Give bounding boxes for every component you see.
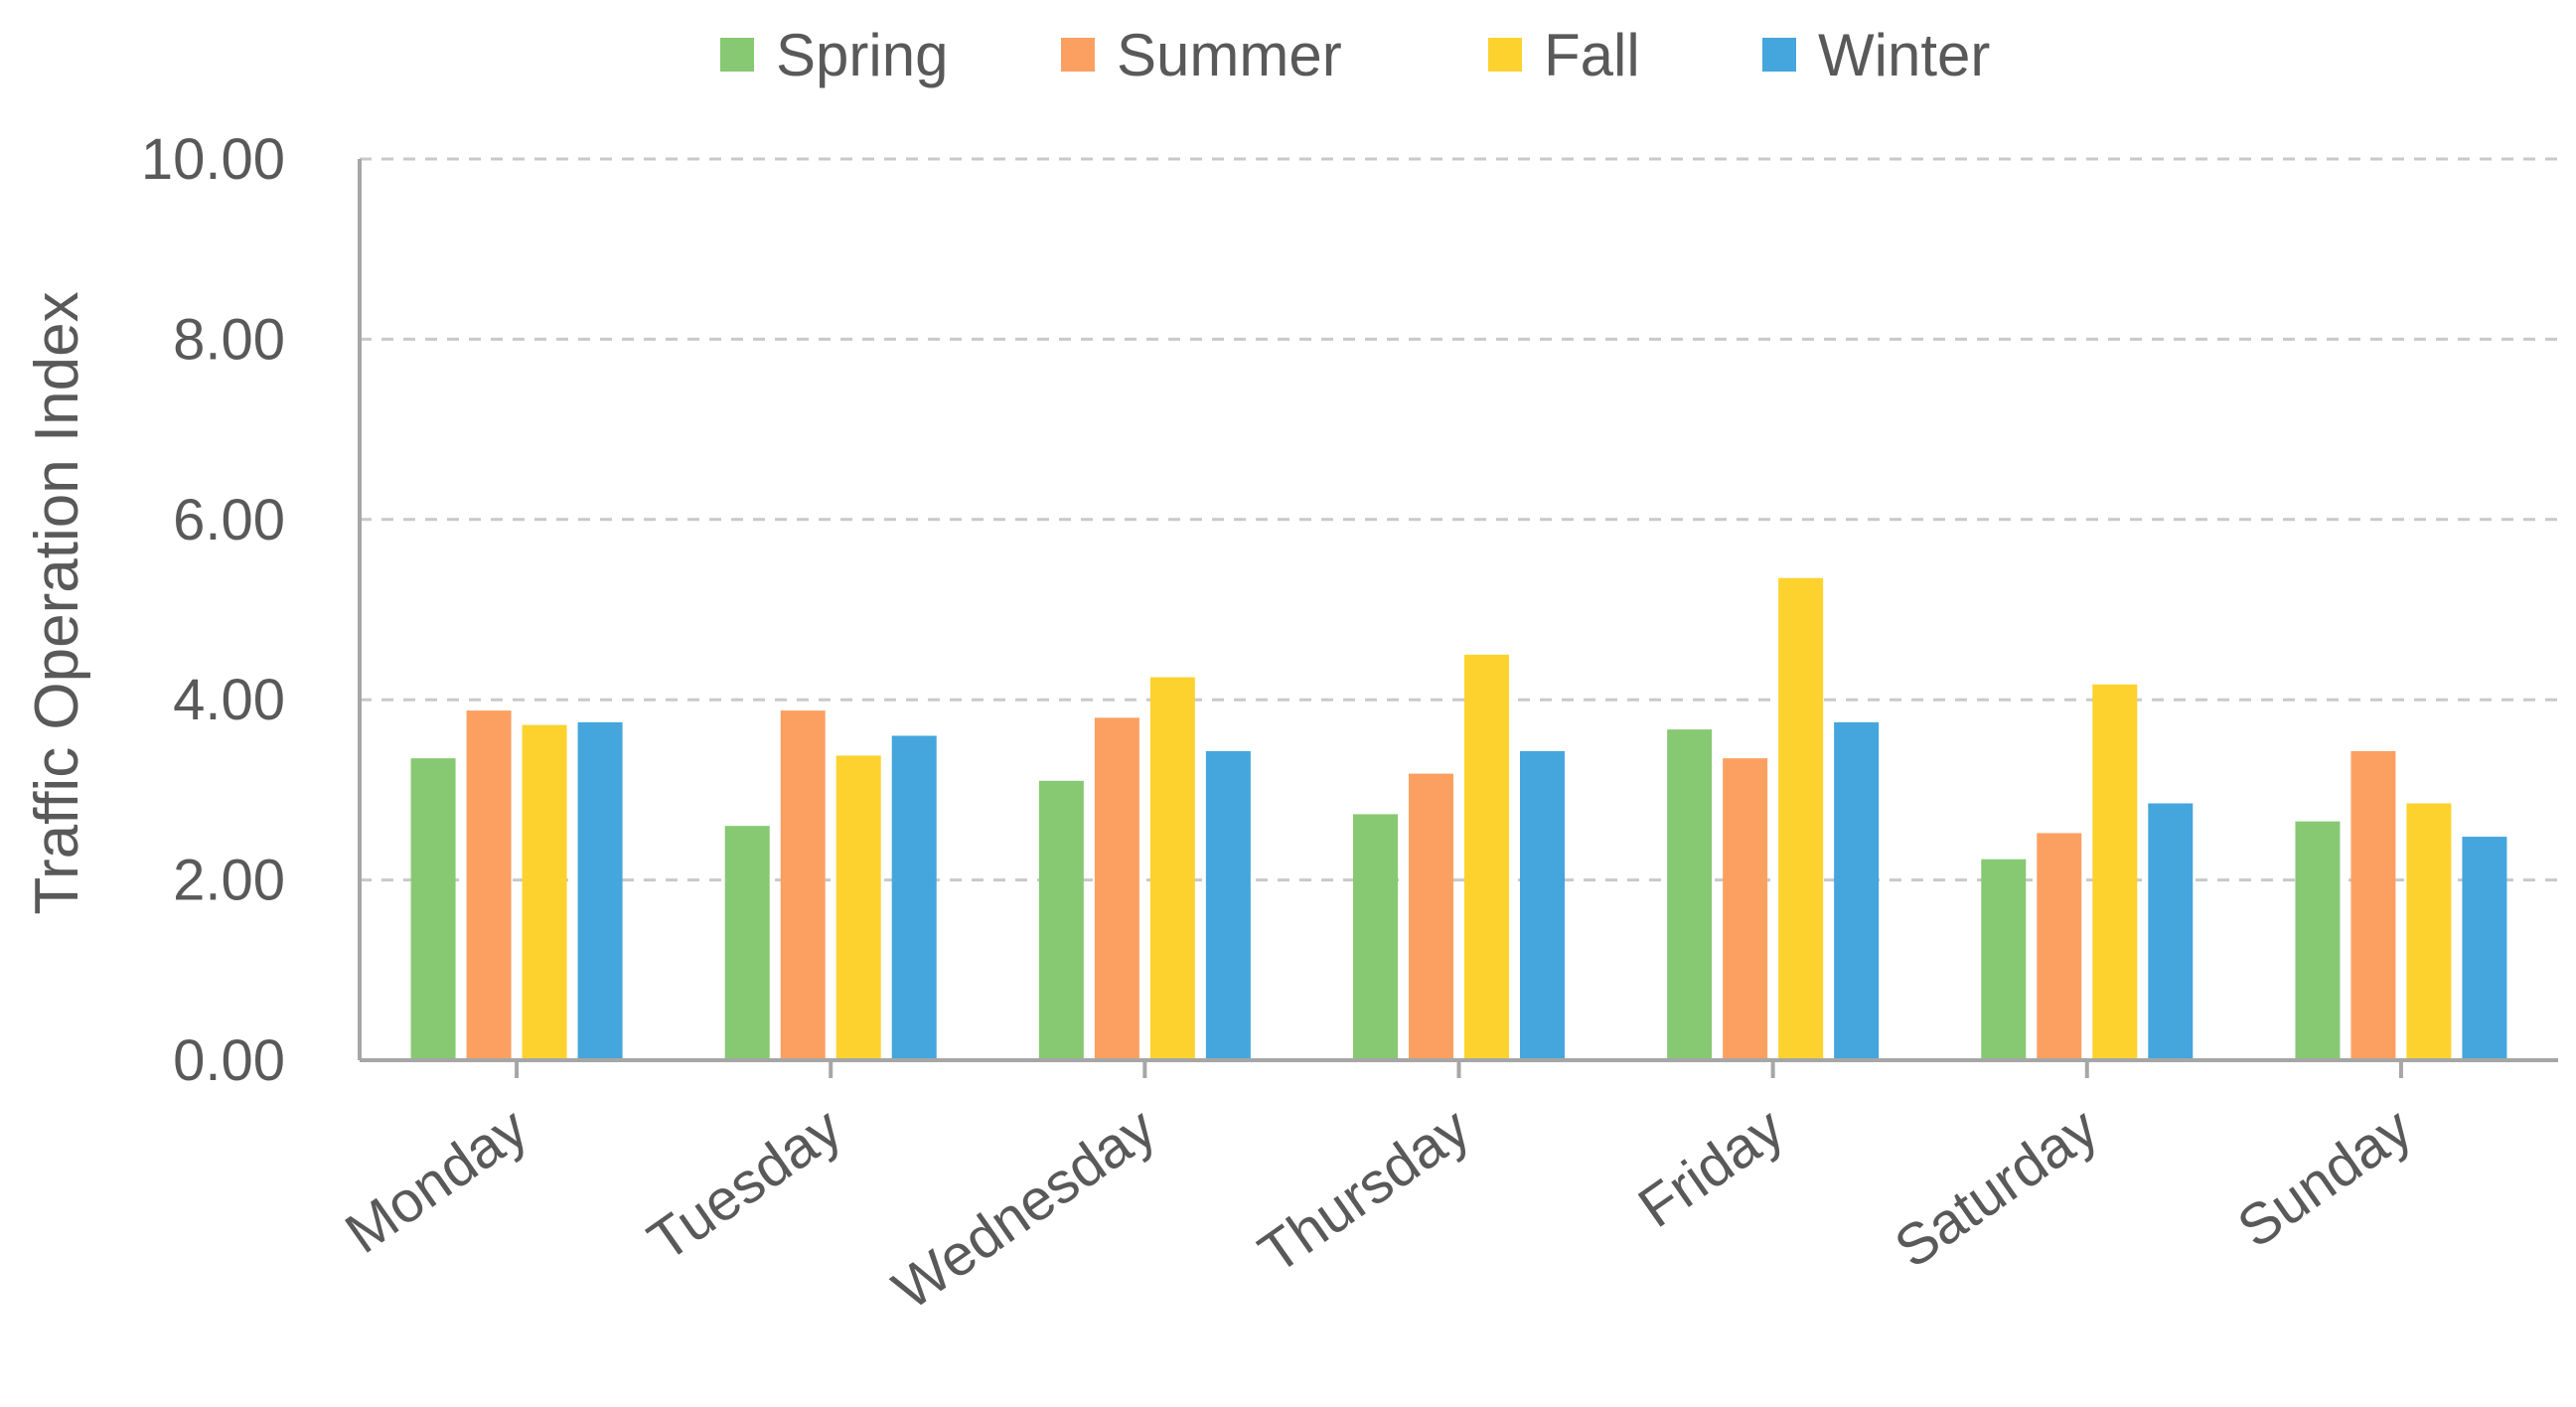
bar-summer-thursday [1409,773,1453,1060]
axes [358,159,2558,1078]
bar-fall-thursday [1464,654,1509,1060]
legend-swatch-summer [1061,38,1095,72]
bar-winter-thursday [1520,750,1565,1060]
y-tick-label: 8.00 [173,307,285,372]
bars [410,577,2507,1060]
legend-label-fall: Fall [1544,22,1640,88]
gridlines [360,157,2558,882]
y-axis-title: Traffic Operation Index [23,291,91,914]
legend-label-summer: Summer [1117,22,1342,88]
x-tick-label: Monday [334,1095,538,1266]
bar-winter-monday [577,721,623,1060]
bar-spring-thursday [1353,814,1398,1060]
x-tick-label: Thursday [1248,1095,1481,1286]
bar-summer-saturday [2037,833,2082,1060]
bar-fall-monday [522,724,567,1060]
y-tick-label: 2.00 [173,849,285,913]
bar-fall-saturday [2092,684,2138,1060]
bar-summer-wednesday [1094,717,1139,1060]
bar-spring-tuesday [724,826,770,1060]
bar-summer-friday [1723,758,1768,1060]
y-tick-label: 6.00 [173,488,285,552]
bar-summer-sunday [2350,750,2396,1060]
legend: Spring Summer Fall Winter [720,22,1990,88]
legend-swatch-fall [1488,38,1522,72]
bar-fall-tuesday [835,755,881,1060]
legend-label-winter: Winter [1818,22,1990,88]
bar-spring-saturday [1981,859,2027,1060]
bar-spring-wednesday [1038,780,1084,1060]
bar-winter-sunday [2462,837,2507,1060]
legend-label-spring: Spring [776,22,948,88]
bar-spring-sunday [2295,821,2341,1060]
x-tick-label: Friday [1627,1095,1795,1240]
bar-winter-friday [1834,721,1880,1060]
y-tick-label: 10.00 [141,127,285,192]
x-tick-label: Wednesday [881,1095,1166,1322]
bar-spring-monday [410,758,456,1060]
legend-swatch-spring [720,38,754,72]
y-tick-label: 0.00 [173,1028,285,1093]
x-tick-label: Sunday [2226,1095,2423,1260]
bar-winter-saturday [2148,803,2194,1060]
bar-fall-sunday [2406,803,2452,1060]
bar-winter-wednesday [1205,750,1251,1060]
x-tick-label: Tuesday [637,1095,853,1274]
x-tick-label: Saturday [1884,1095,2109,1280]
legend-swatch-winter [1762,38,1796,72]
bar-fall-wednesday [1149,677,1195,1060]
bar-winter-tuesday [891,735,937,1060]
bar-fall-friday [1778,577,1824,1060]
y-tick-label: 4.00 [173,668,285,732]
bar-summer-tuesday [780,710,826,1060]
bar-summer-monday [466,710,512,1060]
bar-spring-friday [1667,729,1713,1060]
